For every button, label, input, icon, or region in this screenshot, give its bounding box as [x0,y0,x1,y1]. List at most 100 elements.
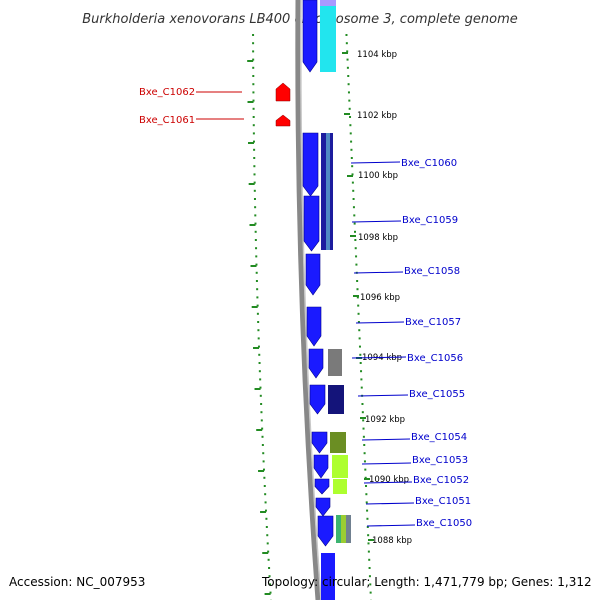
ring-dot [254,239,257,241]
ring-dot [365,485,368,487]
gene-label: Bxe_C1052 [413,475,469,486]
ring-dot [260,411,263,414]
ring-dot [253,189,256,192]
ring-dot [262,452,265,455]
ring-dot [252,132,255,135]
gene-labels: Bxe_C1062 Bxe_C1061 Bxe_C1060 Bxe_C1059 Bxe_… [139,87,472,529]
ring-dot [252,140,255,143]
ring-dot [356,288,359,291]
ring-dot [261,444,264,446]
ring-dot [367,534,370,537]
ring-dot [252,42,255,45]
ring-dot [358,337,361,340]
ring-dot [355,255,358,258]
ring-dot [366,526,369,528]
scale-tick [368,539,374,541]
ring-dot [355,263,358,266]
ring-dot [266,542,269,545]
cds-arrow [302,132,319,197]
scale-ticks: 1104 kbp 1102 kbp 1100 kbp 1098 kbp 1096 kbp… [342,50,412,546]
ring-dot [264,493,267,496]
scale-tick [350,235,356,237]
cds-block [321,553,335,600]
ring-dot [258,370,261,373]
ring-dot [360,370,363,373]
ring-dot [348,99,351,102]
gene-leader-line [351,356,407,359]
ring-dot [351,181,354,184]
scale-label: 1094 kbp [362,353,402,363]
ring-dot [363,460,366,463]
ring-dot [252,75,255,77]
ring-dot [349,132,352,135]
scale-tick [344,113,350,115]
gene-label: Bxe_C1055 [409,389,465,400]
ring-major-dot [250,265,257,267]
ring-dot [254,206,257,209]
ring-dot [257,337,260,340]
ring-dot [350,140,353,143]
ring-dot [253,165,256,168]
ring-dot [253,198,256,200]
ring-dot [353,222,356,225]
ring-major-dot [254,388,261,390]
gene-leader-line [357,394,409,397]
ring-dot [345,34,348,36]
ring-dot [267,558,270,561]
ring-dot [254,230,257,233]
ring-dot [347,91,350,94]
ring-dot [348,107,351,110]
ring-dot [362,435,365,438]
ring-dot [359,362,362,364]
cds-arrow [302,0,318,73]
ring-dot [253,173,256,176]
cds-arrow [313,454,329,479]
ring-major-dot [249,224,256,226]
cog-block [332,455,348,478]
ring-dot [262,460,265,463]
gene-leader-line [361,462,412,465]
ring-dot [346,58,349,61]
ring-dot [356,280,359,282]
ring-dot [369,591,372,594]
ring-dot [257,321,260,323]
gene-label: Bxe_C1062 [139,87,195,98]
cds-arrow [317,515,334,547]
scale-tick [364,478,370,480]
ring-dot [357,321,360,323]
ring-dot [351,165,354,168]
ring-dot [346,66,349,69]
cds-arrow [308,348,324,379]
cog-block [328,349,342,376]
ring-dot [353,214,356,217]
ring-major-dot [251,306,258,308]
cds-arrow [305,253,321,296]
ring-dot [261,435,264,438]
ring-dot [366,517,369,520]
ring-dot [252,34,255,36]
cog-block [341,515,346,543]
ring-dot [346,50,349,53]
ring-dot [252,50,255,53]
gene-leader-line [365,502,415,505]
ring-dot [368,575,371,578]
ring-major-dot [248,142,255,144]
ring-dot [257,329,260,332]
ring-dot [252,83,255,86]
ring-major-dot [256,429,263,431]
ring-dot [267,550,270,553]
ring-major-dot [260,511,267,513]
ring-dot [368,567,371,569]
ring-major-dot [247,60,254,62]
ring-dot [363,444,366,446]
cog-block [326,133,330,250]
ring-dot [268,575,271,578]
ring-dot [258,362,261,364]
gene-label: Bxe_C1061 [139,115,195,126]
scale-label: 1090 kbp [369,475,409,485]
ring-dot [357,304,360,307]
cog-block [320,0,336,72]
ring-dot [261,427,264,430]
ring-dot [259,378,262,381]
